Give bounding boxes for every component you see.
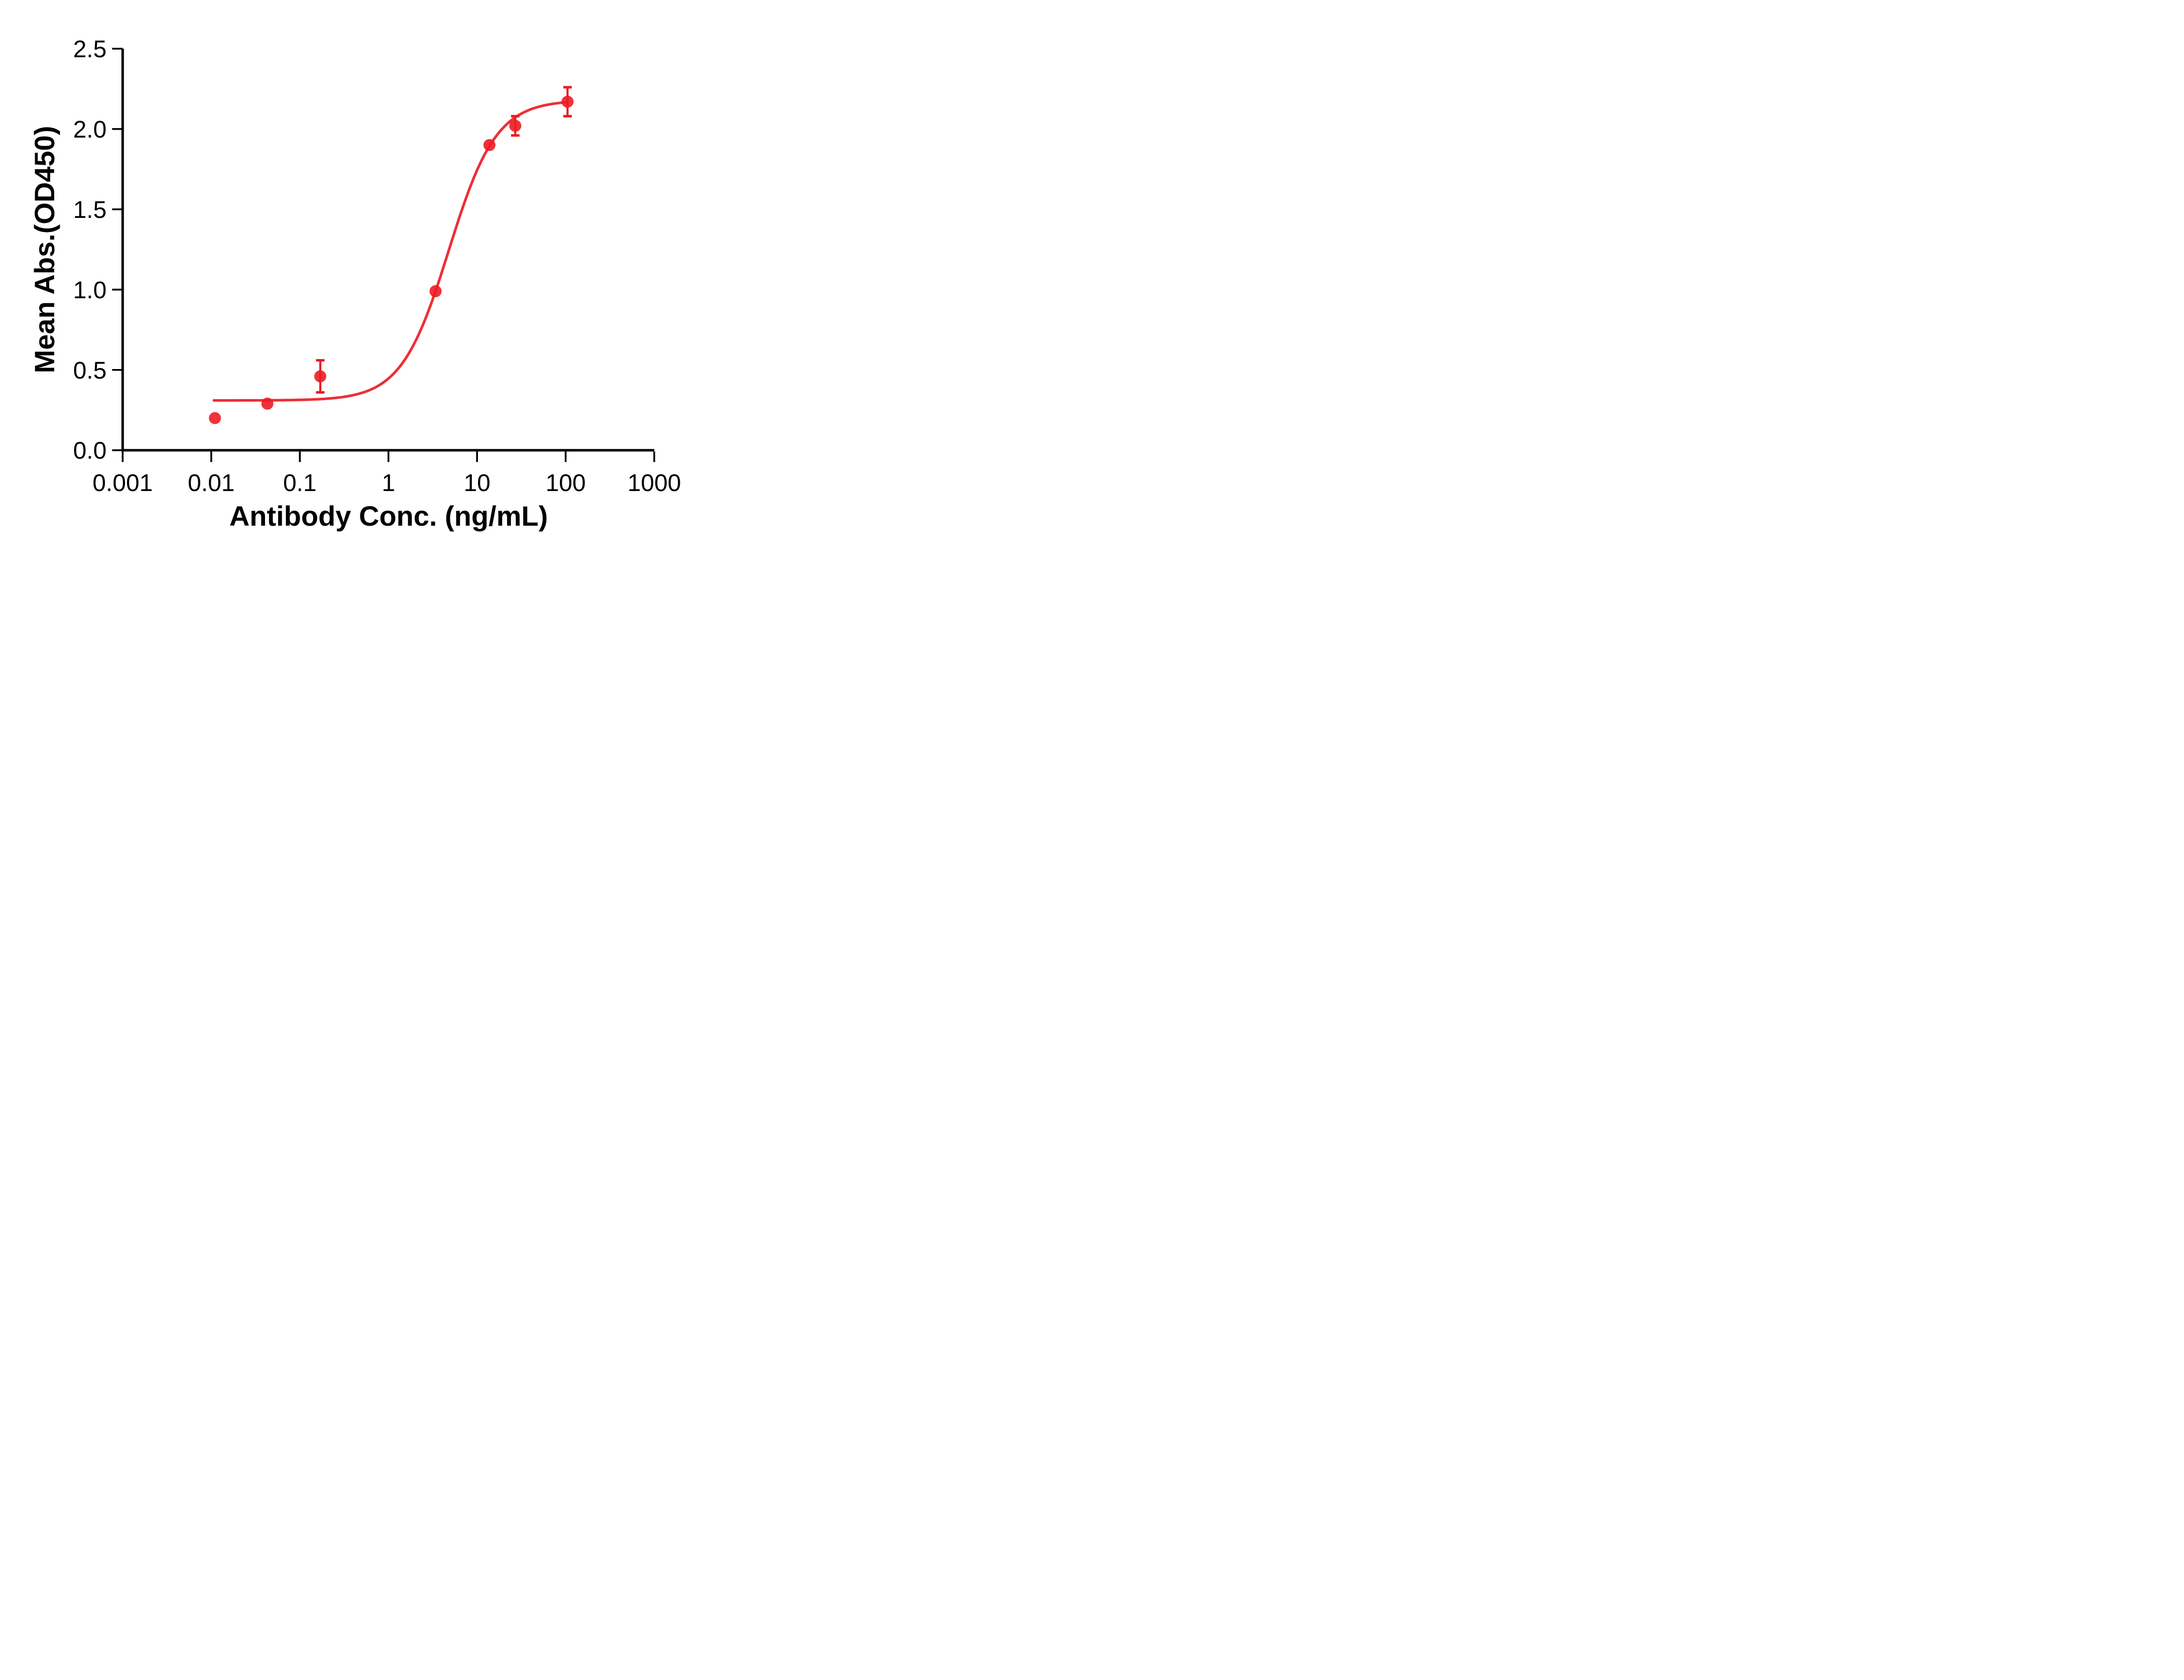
axis-ticks [112, 48, 655, 462]
x-axis-title: Antibody Conc. (ng/mL) [229, 500, 548, 532]
elisa-binding-figure: 0.0 0.5 1.0 1.5 2.0 2.5 0.001 0.01 0.1 1 10 100 1000… [0, 0, 728, 560]
y-tick-label: 0.5 [73, 357, 107, 384]
x-tick-label: 1 [382, 470, 395, 497]
error-bar-layer [316, 86, 572, 394]
y-tick-label: 1.5 [73, 197, 107, 223]
data-point [483, 139, 496, 151]
chart-svg: 0.0 0.5 1.0 1.5 2.0 2.5 0.001 0.01 0.1 1 10 100 1000… [29, 36, 681, 532]
x-tick-label: 0.1 [283, 470, 317, 497]
data-point [261, 397, 274, 410]
x-tick-label: 10 [463, 470, 490, 497]
data-point-layer [209, 95, 574, 424]
data-point [314, 370, 326, 383]
data-point [429, 285, 442, 298]
y-tick-label: 2.0 [73, 116, 107, 143]
x-tick-label: 1000 [628, 470, 681, 497]
fit-curve [212, 100, 569, 402]
fit-curve-layer [212, 100, 569, 402]
data-point [509, 119, 522, 132]
x-tick-label: 100 [546, 470, 586, 497]
x-tick-label: 0.001 [92, 470, 153, 497]
axes [121, 49, 655, 452]
y-tick-label: 1.0 [73, 277, 107, 304]
y-axis-title: Mean Abs.(OD450) [29, 126, 60, 374]
data-point [561, 95, 574, 108]
x-tick-label: 0.01 [188, 470, 234, 497]
y-tick-label: 2.5 [73, 36, 107, 63]
axis-tick-labels: 0.0 0.5 1.0 1.5 2.0 2.5 0.001 0.01 0.1 1 10 100 1000 [73, 36, 681, 497]
y-tick-label: 0.0 [73, 438, 107, 464]
data-point [209, 412, 221, 424]
